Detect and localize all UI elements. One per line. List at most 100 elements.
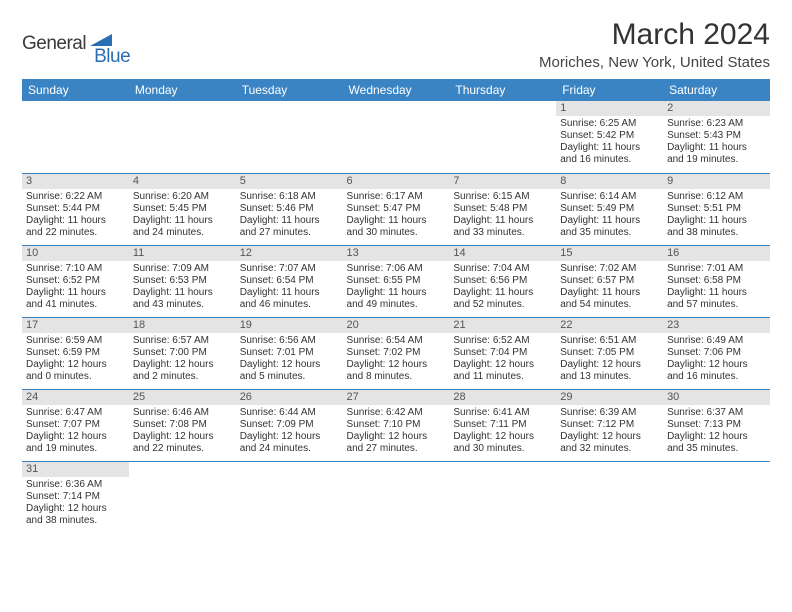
day-number: 12 <box>236 246 343 261</box>
day-detail-line: Sunrise: 6:25 AM <box>560 118 659 130</box>
day-detail-line: Sunset: 6:52 PM <box>26 275 125 287</box>
calendar-day-cell: 17 Sunrise: 6:59 AMSunset: 6:59 PMDayligh… <box>22 317 129 389</box>
day-details: Sunrise: 6:15 AMSunset: 5:48 PMDaylight:… <box>449 189 556 241</box>
day-detail-line: Sunset: 7:05 PM <box>560 347 659 359</box>
day-detail-line: Daylight: 12 hours <box>667 359 766 371</box>
day-detail-line: Sunset: 7:04 PM <box>453 347 552 359</box>
calendar-day-cell <box>236 101 343 173</box>
day-detail-line: and 27 minutes. <box>347 443 446 455</box>
calendar-day-cell: 1Sunrise: 6:25 AMSunset: 5:42 PMDaylight… <box>556 101 663 173</box>
calendar-head: SundayMondayTuesdayWednesdayThursdayFrid… <box>22 79 770 101</box>
day-details: Sunrise: 6:51 AMSunset: 7:05 PMDaylight:… <box>556 333 663 385</box>
day-detail-line: Sunset: 7:14 PM <box>26 491 125 503</box>
day-detail-line: Sunset: 5:51 PM <box>667 203 766 215</box>
day-detail-line: Daylight: 11 hours <box>133 215 232 227</box>
day-detail-line: and 19 minutes. <box>667 154 766 166</box>
calendar-day-cell: 3Sunrise: 6:22 AMSunset: 5:44 PMDaylight… <box>22 173 129 245</box>
day-detail-line: Sunset: 6:59 PM <box>26 347 125 359</box>
calendar-week-row: 3Sunrise: 6:22 AMSunset: 5:44 PMDaylight… <box>22 173 770 245</box>
day-number: 20 <box>343 318 450 333</box>
day-detail-line: and 13 minutes. <box>560 371 659 383</box>
day-number: 14 <box>449 246 556 261</box>
day-detail-line: Sunrise: 6:18 AM <box>240 191 339 203</box>
day-number: 6 <box>343 174 450 189</box>
day-number: 30 <box>663 390 770 405</box>
calendar-day-cell: 30Sunrise: 6:37 AMSunset: 7:13 PMDayligh… <box>663 389 770 461</box>
day-detail-line: Daylight: 11 hours <box>453 287 552 299</box>
calendar-week-row: 24Sunrise: 6:47 AMSunset: 7:07 PMDayligh… <box>22 389 770 461</box>
day-detail-line: Daylight: 12 hours <box>26 359 125 371</box>
day-details: Sunrise: 7:10 AMSunset: 6:52 PMDaylight:… <box>22 261 129 313</box>
day-number: 15 <box>556 246 663 261</box>
header: General Blue March 2024 Moriches, New Yo… <box>22 18 770 71</box>
day-number: 24 <box>22 390 129 405</box>
day-header: Sunday <box>22 79 129 101</box>
day-detail-line: Sunset: 7:13 PM <box>667 419 766 431</box>
month-title: March 2024 <box>539 18 770 52</box>
day-detail-line: and 2 minutes. <box>133 371 232 383</box>
day-details: Sunrise: 6:37 AMSunset: 7:13 PMDaylight:… <box>663 405 770 457</box>
day-detail-line: Sunset: 6:53 PM <box>133 275 232 287</box>
day-details: Sunrise: 6:44 AMSunset: 7:09 PMDaylight:… <box>236 405 343 457</box>
day-number: 4 <box>129 174 236 189</box>
day-number: 1 <box>556 101 663 116</box>
day-detail-line: Sunset: 5:46 PM <box>240 203 339 215</box>
location-text: Moriches, New York, United States <box>539 54 770 71</box>
day-number: 23 <box>663 318 770 333</box>
day-detail-line: Daylight: 12 hours <box>453 431 552 443</box>
calendar-day-cell: 15Sunrise: 7:02 AMSunset: 6:57 PMDayligh… <box>556 245 663 317</box>
day-detail-line: and 24 minutes. <box>240 443 339 455</box>
day-detail-line: Sunrise: 6:59 AM <box>26 335 125 347</box>
day-detail-line: Sunset: 6:57 PM <box>560 275 659 287</box>
calendar-day-cell: 12Sunrise: 7:07 AMSunset: 6:54 PMDayligh… <box>236 245 343 317</box>
calendar-day-cell <box>236 461 343 533</box>
calendar-day-cell: 19Sunrise: 6:56 AMSunset: 7:01 PMDayligh… <box>236 317 343 389</box>
day-number: 29 <box>556 390 663 405</box>
calendar-body: 1Sunrise: 6:25 AMSunset: 5:42 PMDaylight… <box>22 101 770 533</box>
day-detail-line: Daylight: 12 hours <box>133 359 232 371</box>
day-detail-line: Sunrise: 6:14 AM <box>560 191 659 203</box>
day-detail-line: Sunrise: 7:09 AM <box>133 263 232 275</box>
day-detail-line: and 22 minutes. <box>133 443 232 455</box>
day-number: 10 <box>22 246 129 261</box>
calendar-day-cell: 29Sunrise: 6:39 AMSunset: 7:12 PMDayligh… <box>556 389 663 461</box>
day-detail-line: Daylight: 11 hours <box>667 287 766 299</box>
day-detail-line: Sunrise: 6:56 AM <box>240 335 339 347</box>
day-detail-line: Sunrise: 6:46 AM <box>133 407 232 419</box>
day-detail-line: and 52 minutes. <box>453 299 552 311</box>
title-block: March 2024 Moriches, New York, United St… <box>539 18 770 71</box>
calendar-day-cell <box>343 461 450 533</box>
day-detail-line: Sunset: 7:11 PM <box>453 419 552 431</box>
day-detail-line: Daylight: 12 hours <box>240 359 339 371</box>
day-detail-line: and 5 minutes. <box>240 371 339 383</box>
day-detail-line: Sunrise: 6:12 AM <box>667 191 766 203</box>
day-detail-line: and 41 minutes. <box>26 299 125 311</box>
day-detail-line: Daylight: 12 hours <box>667 431 766 443</box>
day-details: Sunrise: 6:41 AMSunset: 7:11 PMDaylight:… <box>449 405 556 457</box>
day-number: 17 <box>22 318 129 333</box>
day-details: Sunrise: 7:02 AMSunset: 6:57 PMDaylight:… <box>556 261 663 313</box>
day-number: 2 <box>663 101 770 116</box>
day-detail-line: Sunset: 6:54 PM <box>240 275 339 287</box>
day-details: Sunrise: 6:47 AMSunset: 7:07 PMDaylight:… <box>22 405 129 457</box>
calendar-week-row: 31Sunrise: 6:36 AMSunset: 7:14 PMDayligh… <box>22 461 770 533</box>
day-detail-line: and 57 minutes. <box>667 299 766 311</box>
logo: General Blue <box>22 18 130 62</box>
day-detail-line: and 38 minutes. <box>26 515 125 527</box>
calendar-day-cell: 22Sunrise: 6:51 AMSunset: 7:05 PMDayligh… <box>556 317 663 389</box>
calendar-day-cell: 10Sunrise: 7:10 AMSunset: 6:52 PMDayligh… <box>22 245 129 317</box>
day-details: Sunrise: 6:36 AMSunset: 7:14 PMDaylight:… <box>22 477 129 529</box>
calendar-table: SundayMondayTuesdayWednesdayThursdayFrid… <box>22 79 770 533</box>
day-detail-line: Sunrise: 6:49 AM <box>667 335 766 347</box>
day-detail-line: Sunrise: 6:42 AM <box>347 407 446 419</box>
day-detail-line: Sunrise: 7:10 AM <box>26 263 125 275</box>
calendar-day-cell: 11Sunrise: 7:09 AMSunset: 6:53 PMDayligh… <box>129 245 236 317</box>
logo-text-blue: Blue <box>94 46 130 68</box>
day-detail-line: and 27 minutes. <box>240 227 339 239</box>
day-details: Sunrise: 6:14 AMSunset: 5:49 PMDaylight:… <box>556 189 663 241</box>
day-header: Thursday <box>449 79 556 101</box>
day-detail-line: Sunrise: 7:04 AM <box>453 263 552 275</box>
day-detail-line: and 19 minutes. <box>26 443 125 455</box>
day-detail-line: Daylight: 11 hours <box>560 215 659 227</box>
day-details: Sunrise: 6:25 AMSunset: 5:42 PMDaylight:… <box>556 116 663 168</box>
